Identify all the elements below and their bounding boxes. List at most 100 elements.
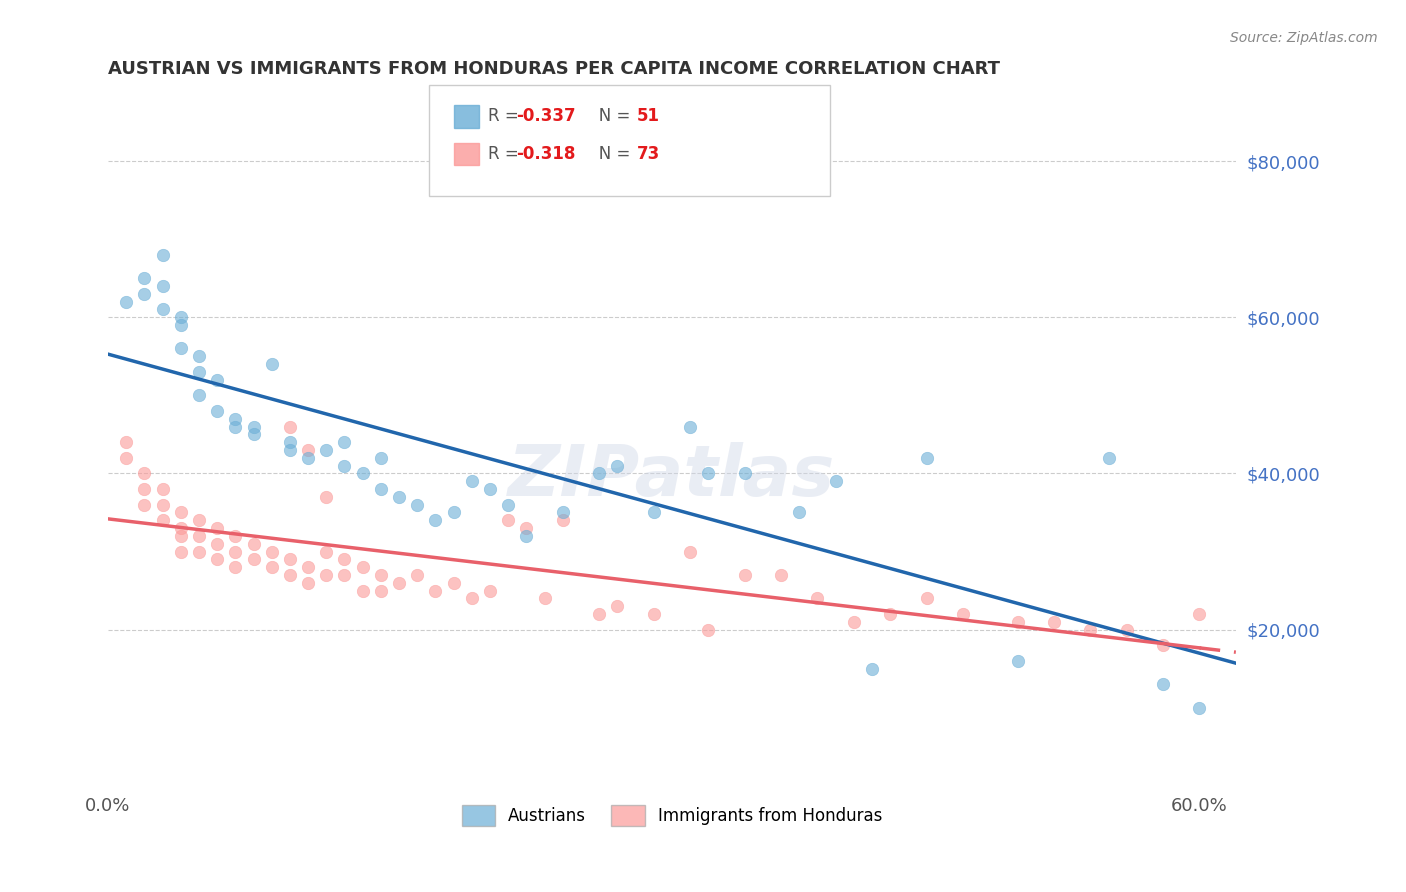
Point: [443, 506, 465, 520]
Point: [1078, 623, 1101, 637]
Point: [187, 365, 209, 379]
Text: 73: 73: [637, 145, 661, 162]
Point: [187, 388, 209, 402]
Point: [770, 568, 793, 582]
Point: [134, 467, 156, 481]
Point: [1152, 677, 1174, 691]
Point: [406, 568, 429, 582]
Point: [551, 513, 574, 527]
Point: [134, 498, 156, 512]
Point: [606, 458, 628, 473]
Point: [187, 513, 209, 527]
Point: [496, 498, 519, 512]
Point: [588, 607, 610, 621]
Point: [224, 419, 246, 434]
Point: [205, 373, 228, 387]
Point: [315, 442, 337, 457]
Point: [1152, 638, 1174, 652]
Point: [1007, 654, 1029, 668]
Point: [787, 506, 810, 520]
Point: [170, 529, 193, 543]
Point: [260, 544, 283, 558]
Point: [370, 482, 392, 496]
Point: [170, 521, 193, 535]
Point: [806, 591, 828, 606]
Point: [461, 475, 484, 489]
Point: [224, 411, 246, 425]
Point: [515, 521, 537, 535]
Point: [842, 615, 865, 629]
Point: [170, 310, 193, 325]
Point: [134, 286, 156, 301]
Point: [952, 607, 974, 621]
Point: [406, 498, 429, 512]
Point: [224, 560, 246, 574]
Text: R =: R =: [488, 145, 524, 162]
Point: [170, 318, 193, 332]
Point: [606, 599, 628, 614]
Text: N =: N =: [583, 107, 636, 125]
Point: [134, 271, 156, 285]
Point: [152, 498, 174, 512]
Point: [551, 506, 574, 520]
Point: [1097, 450, 1119, 465]
Point: [679, 419, 702, 434]
Point: [297, 450, 319, 465]
Point: [388, 575, 411, 590]
Point: [115, 294, 138, 309]
Point: [879, 607, 901, 621]
Point: [205, 404, 228, 418]
Point: [297, 442, 319, 457]
Point: [152, 482, 174, 496]
Text: -0.337: -0.337: [516, 107, 575, 125]
Point: [333, 568, 356, 582]
Point: [443, 575, 465, 590]
Point: [370, 568, 392, 582]
Point: [205, 552, 228, 566]
Point: [205, 521, 228, 535]
Text: 51: 51: [637, 107, 659, 125]
Text: AUSTRIAN VS IMMIGRANTS FROM HONDURAS PER CAPITA INCOME CORRELATION CHART: AUSTRIAN VS IMMIGRANTS FROM HONDURAS PER…: [108, 60, 1000, 78]
Point: [187, 349, 209, 363]
Point: [352, 467, 374, 481]
Point: [152, 302, 174, 317]
Point: [242, 427, 264, 442]
Point: [333, 458, 356, 473]
Point: [697, 467, 720, 481]
Point: [278, 419, 301, 434]
Point: [315, 544, 337, 558]
Point: [1188, 700, 1211, 714]
Point: [134, 482, 156, 496]
Point: [297, 575, 319, 590]
Point: [278, 442, 301, 457]
Point: [679, 544, 702, 558]
Point: [170, 506, 193, 520]
Point: [242, 419, 264, 434]
Point: [824, 475, 846, 489]
Point: [352, 583, 374, 598]
Point: [170, 342, 193, 356]
Point: [242, 552, 264, 566]
Point: [388, 490, 411, 504]
Point: [224, 544, 246, 558]
Point: [515, 529, 537, 543]
Point: [297, 560, 319, 574]
Point: [697, 623, 720, 637]
Text: Source: ZipAtlas.com: Source: ZipAtlas.com: [1230, 31, 1378, 45]
Point: [588, 467, 610, 481]
Point: [496, 513, 519, 527]
Point: [152, 248, 174, 262]
Point: [152, 513, 174, 527]
Point: [734, 467, 756, 481]
Point: [1115, 623, 1137, 637]
Point: [643, 506, 665, 520]
Point: [333, 552, 356, 566]
Point: [352, 560, 374, 574]
Point: [260, 560, 283, 574]
Point: [1188, 607, 1211, 621]
Point: [860, 662, 883, 676]
Point: [425, 513, 447, 527]
Point: [224, 529, 246, 543]
Point: [115, 435, 138, 450]
Point: [278, 435, 301, 450]
